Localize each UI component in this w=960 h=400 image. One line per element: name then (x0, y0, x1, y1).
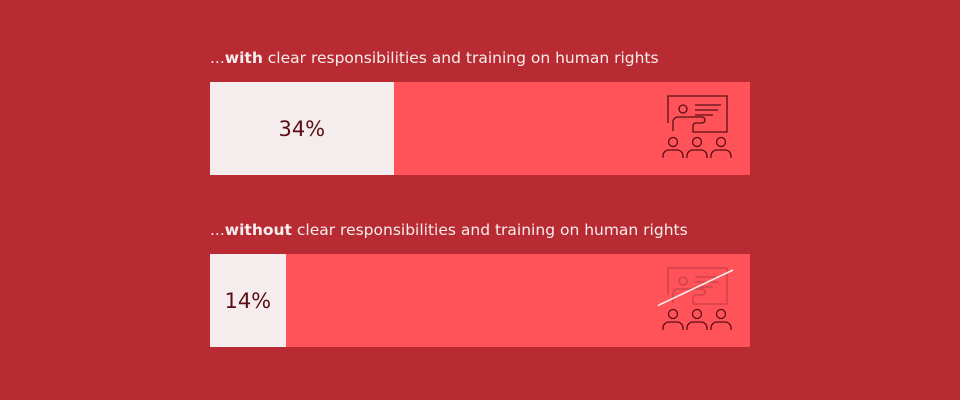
label-bold: with (224, 49, 263, 67)
person-icon (710, 136, 732, 158)
bar-label-without: ...without clear responsibilities and tr… (210, 221, 688, 239)
person-icon (686, 136, 708, 158)
bar-track-with: 34% (210, 82, 750, 175)
person-icon (686, 308, 708, 330)
label-prefix: ... (210, 221, 225, 239)
person-icon (662, 136, 684, 158)
label-rest: clear responsibilities and training on h… (262, 49, 659, 67)
bar-track-without: 14% (210, 254, 750, 347)
value-label-without: 14% (224, 288, 272, 313)
bar-label-with: ...with clear responsibilities and train… (210, 49, 659, 67)
bar-fill-without: 14% (210, 254, 286, 347)
strike-line (658, 269, 734, 307)
no-training-presentation-icon (658, 267, 734, 330)
value-label-with: 34% (278, 116, 326, 141)
bar-fill-with: 34% (210, 82, 394, 175)
label-rest: clear responsibilities and training on h… (291, 221, 688, 239)
person-icon (710, 308, 732, 330)
label-prefix: ... (210, 49, 225, 67)
label-bold: without (224, 221, 292, 239)
person-icon (662, 308, 684, 330)
training-presentation-icon (662, 95, 732, 158)
